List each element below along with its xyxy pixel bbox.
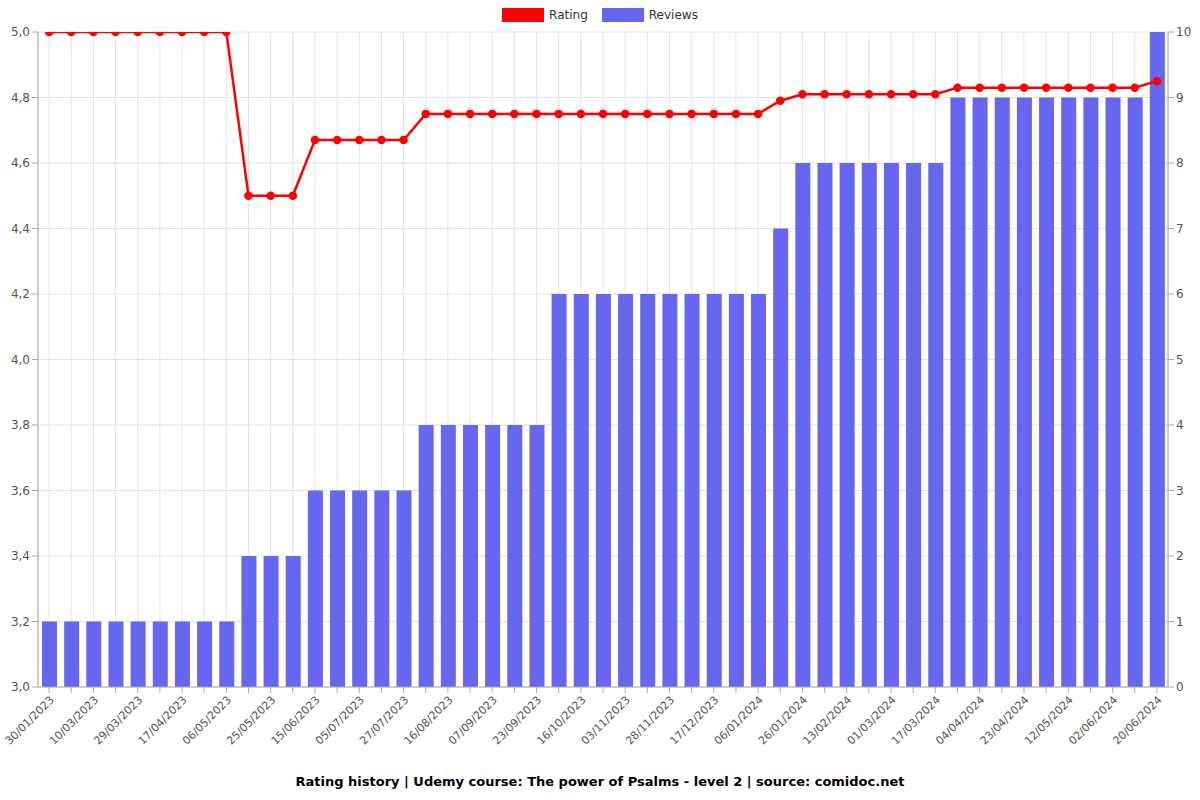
svg-text:5,0: 5,0 (11, 25, 30, 39)
svg-text:27/07/2023: 27/07/2023 (357, 693, 412, 748)
svg-text:13/02/2024: 13/02/2024 (800, 693, 855, 748)
svg-text:04/04/2024: 04/04/2024 (933, 693, 988, 748)
svg-text:7: 7 (1176, 222, 1184, 236)
svg-text:10: 10 (1176, 25, 1191, 39)
svg-text:4,2: 4,2 (11, 287, 30, 301)
svg-text:1: 1 (1176, 615, 1184, 629)
svg-text:0: 0 (1176, 680, 1184, 694)
svg-text:12/05/2024: 12/05/2024 (1021, 693, 1076, 748)
svg-text:3,6: 3,6 (11, 484, 30, 498)
svg-text:8: 8 (1176, 156, 1184, 170)
svg-text:3,8: 3,8 (11, 418, 30, 432)
svg-text:3,0: 3,0 (11, 680, 30, 694)
svg-text:5: 5 (1176, 353, 1184, 367)
svg-text:4: 4 (1176, 418, 1184, 432)
svg-text:25/05/2023: 25/05/2023 (224, 693, 279, 748)
svg-text:02/06/2024: 02/06/2024 (1066, 693, 1121, 748)
svg-text:26/01/2024: 26/01/2024 (756, 693, 811, 748)
svg-text:03/11/2023: 03/11/2023 (578, 693, 633, 748)
svg-text:10/03/2023: 10/03/2023 (47, 693, 101, 748)
svg-text:07/09/2023: 07/09/2023 (445, 693, 500, 748)
svg-text:06/01/2024: 06/01/2024 (711, 693, 766, 748)
svg-text:4,8: 4,8 (11, 91, 30, 105)
svg-text:23/09/2023: 23/09/2023 (490, 693, 545, 748)
svg-text:29/03/2023: 29/03/2023 (91, 693, 146, 748)
svg-text:4,4: 4,4 (11, 222, 30, 236)
svg-text:01/03/2024: 01/03/2024 (844, 693, 899, 748)
svg-text:3: 3 (1176, 484, 1184, 498)
svg-text:16/08/2023: 16/08/2023 (401, 693, 456, 748)
svg-text:20/06/2024: 20/06/2024 (1111, 693, 1165, 747)
svg-text:06/05/2023: 06/05/2023 (179, 693, 234, 748)
svg-text:3,2: 3,2 (11, 615, 30, 629)
svg-text:28/11/2023: 28/11/2023 (623, 693, 678, 748)
html-text:Rating: Rating (549, 8, 588, 22)
svg-text:23/04/2024: 23/04/2024 (977, 693, 1032, 748)
svg-text:2: 2 (1176, 549, 1184, 563)
html-text:Rating history | Udemy course:: Rating history | Udemy course: The power… (295, 774, 905, 789)
svg-text:6: 6 (1176, 287, 1184, 301)
svg-text:17/12/2023: 17/12/2023 (667, 693, 722, 748)
svg-text:3,4: 3,4 (11, 549, 30, 563)
svg-text:05/07/2023: 05/07/2023 (312, 693, 367, 748)
html-text:Reviews: Reviews (648, 8, 698, 22)
svg-text:17/04/2023: 17/04/2023 (135, 693, 190, 748)
svg-text:4,0: 4,0 (11, 353, 30, 367)
svg-text:16/10/2023: 16/10/2023 (534, 693, 589, 748)
svg-text:9: 9 (1176, 91, 1184, 105)
svg-text:15/06/2023: 15/06/2023 (268, 693, 323, 748)
svg-text:17/03/2024: 17/03/2024 (889, 693, 943, 748)
svg-text:4,6: 4,6 (11, 156, 30, 170)
